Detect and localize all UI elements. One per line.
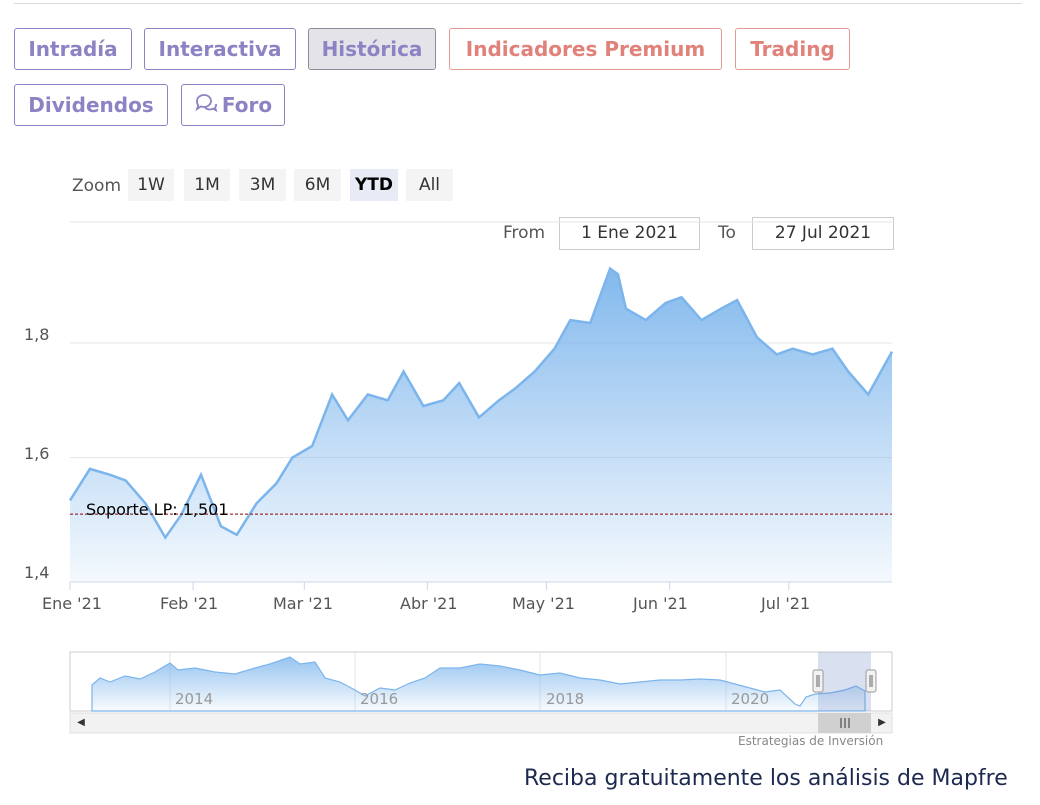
x-tick-label: Jun '21 — [633, 594, 688, 613]
x-tick-label: Jul '21 — [761, 594, 811, 613]
y-tick-label: 1,6 — [24, 444, 50, 463]
zoom-all-button[interactable]: All — [406, 169, 453, 201]
scrollbar-track[interactable] — [69, 712, 893, 734]
zoom-1w-button[interactable]: 1W — [128, 169, 174, 201]
tab-label: Indicadores Premium — [465, 37, 706, 61]
x-tick-label: Feb '21 — [160, 594, 219, 613]
tab-label: Interactiva — [158, 37, 282, 61]
credits-text[interactable]: Estrategias de Inversión — [738, 734, 884, 748]
navigator-year-label: 2020 — [731, 690, 770, 708]
x-tick-label: May '21 — [512, 594, 575, 613]
top-divider — [14, 3, 1022, 4]
navigator-selection[interactable] — [818, 652, 871, 711]
tab-dividendos[interactable]: Dividendos — [14, 84, 168, 126]
price-area — [70, 268, 892, 582]
scroll-left-arrow-icon[interactable]: ◀ — [77, 717, 85, 728]
tab-label: Dividendos — [28, 93, 154, 117]
zoom-ytd-button[interactable]: YTD — [350, 169, 398, 201]
from-label: From — [503, 223, 546, 243]
zoom-6m-button[interactable]: 6M — [294, 169, 341, 201]
scroll-right-arrow-icon[interactable]: ▶ — [878, 717, 886, 728]
y-tick-label: 1,8 — [24, 325, 50, 344]
navigator-year-label: 2018 — [546, 690, 585, 708]
scrollbar-thumb[interactable] — [818, 713, 871, 733]
tab-historica[interactable]: Histórica — [308, 28, 436, 70]
tab-label: Intradía — [28, 37, 118, 61]
navigator-year-label: 2014 — [175, 690, 214, 708]
to-label: To — [718, 223, 736, 243]
from-date-input[interactable]: 1 Ene 2021 — [559, 217, 700, 250]
zoom-label: Zoom — [72, 176, 122, 196]
navigator-year-label: 2016 — [360, 690, 399, 708]
navigator-left-handle[interactable] — [812, 669, 824, 693]
x-tick-label: Abr '21 — [400, 594, 458, 613]
chat-bubbles-icon — [194, 87, 218, 127]
tab-indicadores-premium[interactable]: Indicadores Premium — [449, 28, 722, 70]
tab-label: Trading — [750, 37, 835, 61]
price-line — [68, 266, 894, 540]
x-tick-label: Ene '21 — [42, 594, 102, 613]
tab-label: Histórica — [321, 37, 423, 61]
zoom-3m-button[interactable]: 3M — [239, 169, 286, 201]
x-tick-label: Mar '21 — [273, 594, 334, 613]
y-tick-label: 1,4 — [24, 563, 50, 582]
footer-text: Reciba gratuitamente los análisis de Map… — [524, 766, 1008, 791]
navigator-right-handle[interactable] — [865, 669, 877, 693]
support-label: Soporte LP: 1,501 — [86, 500, 229, 519]
tab-foro[interactable]: Foro — [181, 84, 285, 126]
tab-label: Foro — [221, 93, 273, 117]
tab-interactiva[interactable]: Interactiva — [144, 28, 296, 70]
tab-trading[interactable]: Trading — [735, 28, 850, 70]
zoom-1m-button[interactable]: 1M — [184, 169, 230, 201]
tab-intradia[interactable]: Intradía — [14, 28, 132, 70]
to-date-input[interactable]: 27 Jul 2021 — [752, 217, 894, 250]
